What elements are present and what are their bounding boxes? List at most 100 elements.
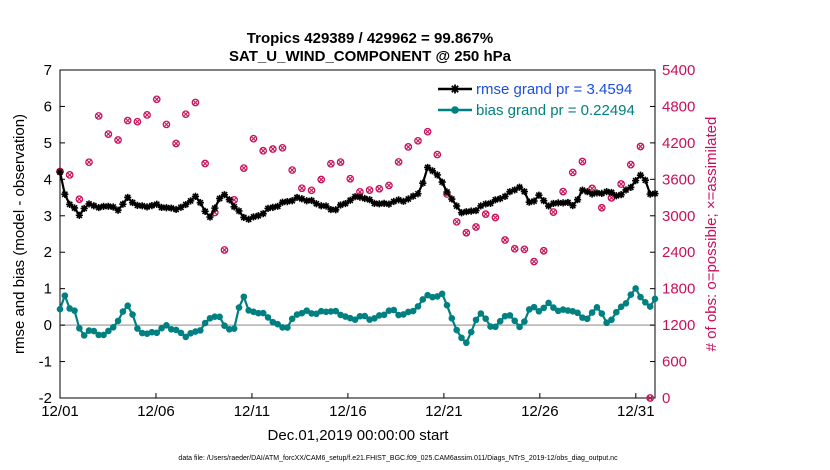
obs-possible-point <box>65 171 74 179</box>
bias-point <box>153 329 161 337</box>
y-tick-label-right: 1800 <box>662 281 695 298</box>
obs-possible-point <box>559 187 567 196</box>
rmse-point <box>443 188 451 196</box>
rmse-point <box>332 206 340 214</box>
obs-possible-point <box>201 159 209 168</box>
rmse-point <box>162 204 171 212</box>
rmse-point <box>283 197 291 206</box>
obs-assimilated-point <box>202 160 208 167</box>
obs-marker <box>491 213 500 222</box>
obs-assimilated-point <box>454 219 460 225</box>
x-tick-label: 12/26 <box>521 403 559 420</box>
rmse-point <box>520 187 528 196</box>
bias-point <box>385 307 393 314</box>
obs-possible-point <box>404 143 413 151</box>
obs-possible-point <box>288 166 297 174</box>
rmse-point <box>380 199 388 207</box>
rmse-series <box>56 163 659 223</box>
obs-assimilated-point <box>647 395 653 401</box>
bias-point <box>332 307 340 315</box>
rmse-point <box>424 163 432 172</box>
bias-point <box>371 315 378 322</box>
bias-point <box>216 313 223 321</box>
obs-marker <box>346 174 355 183</box>
obs-possible-point <box>510 244 519 253</box>
obs-assimilated-point <box>270 146 276 152</box>
rmse-point <box>482 200 490 208</box>
rmse-point <box>457 209 466 217</box>
obs-assimilated-point <box>521 246 527 252</box>
rmse-point <box>249 213 258 221</box>
obs-marker <box>568 168 577 177</box>
bias-point <box>119 308 127 315</box>
obs-marker <box>75 195 84 204</box>
obs-marker <box>626 160 635 169</box>
bias-point <box>482 315 489 322</box>
rmse-point <box>544 202 553 210</box>
obs-assimilated-point <box>473 224 479 230</box>
rmse-point <box>549 199 558 208</box>
rmse-point <box>632 177 640 185</box>
obs-marker <box>143 111 151 119</box>
obs-assimilated-point <box>579 158 586 165</box>
y-axis-label-right: # of obs: o=possible; ×=assimilated <box>703 117 720 352</box>
bias-point <box>211 313 219 321</box>
rmse-point <box>61 190 69 198</box>
bias-point <box>76 324 83 332</box>
obs-assimilated-point <box>415 138 421 144</box>
data-file-note: data file: /Users/raeder/DAI/ATM_forcXX/… <box>178 455 618 462</box>
rmse-point <box>99 202 108 210</box>
obs-possible-point <box>501 236 509 244</box>
bias-point <box>322 308 330 316</box>
y-tick-label-left: 5 <box>44 135 52 152</box>
bias-point <box>356 312 364 320</box>
rmse-point <box>559 199 567 207</box>
obs-assimilated-point <box>483 211 489 217</box>
rmse-point <box>578 186 587 194</box>
rmse-point <box>370 199 379 207</box>
bias-point <box>129 311 136 318</box>
obs-possible-point <box>568 168 577 177</box>
bias-point <box>540 304 548 312</box>
rmse-point <box>433 171 441 179</box>
y-tick-label-left: 6 <box>44 98 52 115</box>
obs-marker <box>94 112 103 120</box>
rmse-point <box>622 186 630 194</box>
bias-point <box>317 307 325 315</box>
rmse-point <box>448 195 456 203</box>
bias-point <box>521 318 528 325</box>
bias-point <box>56 305 64 313</box>
obs-possible-point <box>298 184 306 193</box>
obs-assimilated-point <box>492 214 498 221</box>
bias-point <box>458 334 465 342</box>
rmse-point <box>148 202 156 210</box>
obs-marker <box>104 130 113 138</box>
obs-possible-point <box>75 195 84 204</box>
bias-point <box>646 303 654 310</box>
obs-assimilated-point <box>192 99 199 106</box>
rmse-point <box>298 195 306 203</box>
rmse-point <box>612 192 620 200</box>
obs-possible-point <box>385 181 393 190</box>
obs-possible-point <box>617 180 625 188</box>
bias-point <box>255 309 262 317</box>
bias-point <box>622 299 630 307</box>
rmse-point <box>404 195 412 203</box>
legend-bias-label: bias grand pr = 0.22494 <box>476 102 635 119</box>
rmse-point <box>506 188 514 196</box>
rmse-point <box>124 193 132 202</box>
obs-possible-point <box>336 158 345 166</box>
rmse-point <box>114 206 122 214</box>
obs-assimilated-point <box>570 169 576 176</box>
rmse-point <box>419 179 427 187</box>
obs-assimilated-point <box>299 185 305 191</box>
y-tick-label-left: 2 <box>44 244 52 261</box>
obs-possible-point <box>268 145 277 153</box>
obs-marker <box>636 142 645 151</box>
rmse-point <box>259 210 267 218</box>
obs-possible-point <box>539 246 548 255</box>
rmse-point <box>414 190 422 198</box>
y-tick-label-left: 4 <box>44 171 52 188</box>
obs-marker <box>220 246 229 254</box>
bias-point <box>235 304 243 311</box>
